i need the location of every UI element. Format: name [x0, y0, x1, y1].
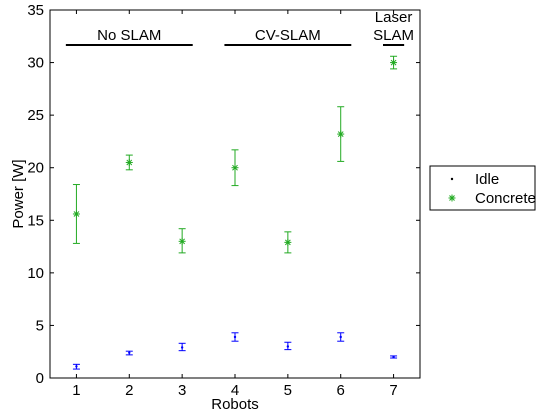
group-label: CV-SLAM — [255, 27, 321, 44]
group-label-line-2: SLAM — [373, 27, 414, 44]
data-point-idle — [286, 345, 290, 348]
legend-box — [429, 165, 536, 211]
legend: Idle Concrete — [429, 165, 536, 211]
legend-label: Concrete — [475, 190, 536, 207]
group-label: No SLAM — [97, 27, 161, 44]
data-point-concrete — [178, 237, 186, 245]
data-point-idle — [128, 351, 131, 354]
data-point-concrete — [337, 130, 345, 138]
legend-marker-concrete — [448, 194, 456, 202]
y-axis-label: Power [W] — [10, 159, 27, 228]
x-tick-label: 7 — [389, 382, 397, 399]
x-tick-label: 1 — [72, 382, 80, 399]
y-tick-label: 0 — [36, 370, 44, 387]
y-tick-label: 15 — [27, 212, 44, 229]
x-tick-label: 5 — [284, 382, 292, 399]
y-tick-label: 20 — [27, 160, 44, 177]
data-point-concrete — [72, 210, 80, 218]
data-markers — [72, 59, 398, 368]
data-point-concrete — [390, 59, 398, 67]
y-tick-label: 30 — [27, 55, 44, 72]
data-point-concrete — [125, 158, 133, 166]
y-axis: 0 5 10 15 20 25 30 35 — [27, 2, 420, 387]
data-point-idle — [339, 335, 342, 339]
y-tick-label: 5 — [36, 317, 44, 334]
data-point-idle — [233, 335, 237, 339]
data-point-concrete — [284, 238, 292, 246]
error-bars — [72, 55, 398, 370]
plot-frame — [49, 9, 421, 379]
legend-label: Idle — [475, 171, 499, 188]
y-tick-label: 35 — [27, 2, 44, 19]
x-tick-label: 4 — [231, 382, 239, 399]
data-point-idle — [180, 346, 184, 349]
group-label-line-1: Laser — [375, 9, 413, 26]
x-tick-label: 6 — [337, 382, 345, 399]
x-tick-label: 3 — [178, 382, 186, 399]
data-point-idle — [75, 365, 78, 368]
data-point-idle — [392, 355, 395, 359]
x-axis-label: Robots — [211, 396, 259, 412]
y-tick-label: 25 — [27, 107, 44, 124]
y-tick-label: 10 — [27, 265, 44, 282]
data-point-concrete — [231, 164, 239, 172]
legend-marker-idle — [450, 177, 454, 181]
x-axis: 1 2 3 4 5 6 7 — [72, 10, 398, 399]
x-tick-label: 2 — [125, 382, 133, 399]
